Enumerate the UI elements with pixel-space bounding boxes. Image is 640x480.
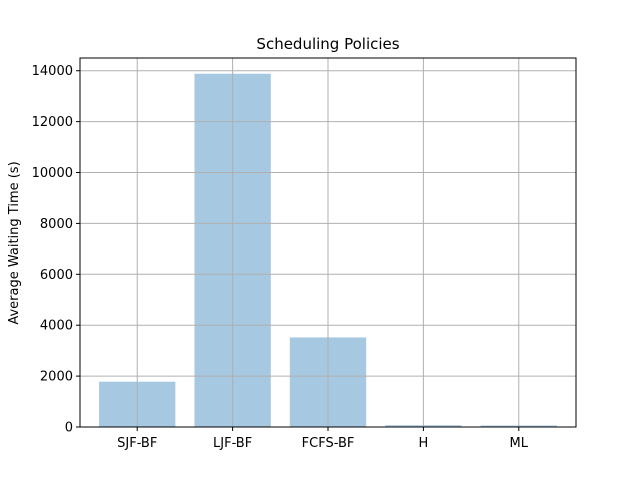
y-tick-label: 0	[65, 421, 73, 436]
x-tick-label: SJF-BF	[117, 436, 157, 451]
plot-frame	[79, 57, 577, 428]
y-tick-label: 2000	[40, 370, 73, 385]
bars	[99, 73, 557, 428]
y-tick-label: 8000	[40, 217, 73, 232]
x-tick-label: FCFS-BF	[302, 436, 355, 451]
axis-ticks: 0 2000 4000 6000 8000 10000 12000 14000 SJF-BF LJ…	[32, 64, 529, 451]
y-axis-label: Average Waiting Time (s)	[7, 161, 22, 324]
grid	[80, 58, 576, 428]
y-tick-label: 10000	[32, 166, 73, 181]
chart-title: Scheduling Policies	[256, 35, 399, 53]
x-tick-label: LJF-BF	[213, 436, 252, 451]
y-tick-label: 14000	[32, 64, 73, 79]
y-tick-label: 12000	[32, 115, 73, 130]
y-tick-label: 4000	[40, 319, 73, 334]
x-tick-label: H	[418, 436, 428, 451]
y-tick-label: 6000	[40, 268, 73, 283]
x-tick-label: ML	[510, 436, 529, 451]
